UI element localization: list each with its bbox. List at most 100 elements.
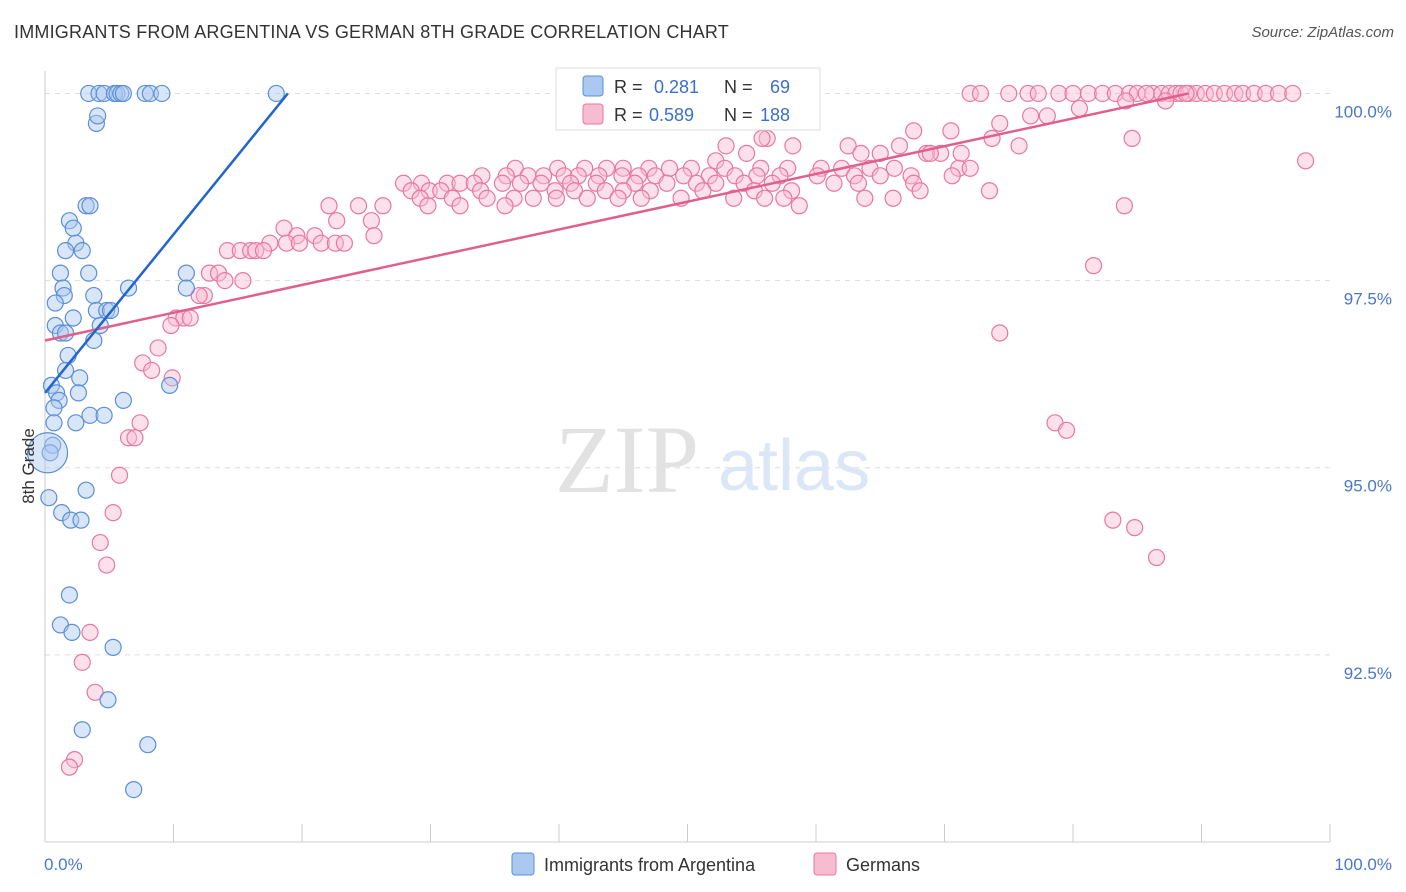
germans-point-25 [1257, 84, 1275, 103]
argentina-point-43 [69, 384, 88, 402]
germans-point-96 [451, 174, 469, 192]
y-tick-label-1: 97.5% [1344, 290, 1392, 309]
germans-point-83 [675, 167, 693, 185]
germans-point-26 [1269, 84, 1288, 103]
x-tick-label-1: 100.0% [1334, 855, 1392, 874]
germans-point-193 [60, 758, 79, 776]
germans-point-183 [119, 429, 138, 447]
correlation-legend: R = 0.281 N = 69 R = 0.589 N = 188 [555, 67, 821, 131]
germans-point-164 [254, 242, 273, 260]
germans-point-198 [1147, 548, 1166, 567]
y-axis-label: 8th Grade [19, 428, 38, 504]
legend-n-label-1: N = [724, 77, 753, 97]
argentina-point-53 [41, 444, 59, 462]
argentina-point-51 [67, 414, 85, 432]
germans-point-7 [1079, 84, 1098, 103]
germans-point-62 [660, 159, 679, 177]
germans-point-146 [496, 197, 514, 215]
germans-point-174 [181, 309, 199, 327]
germans-point-128 [478, 189, 496, 207]
argentina-point-46 [114, 391, 132, 409]
argentina-point-38 [59, 346, 77, 365]
argentina-point-27 [46, 294, 64, 312]
germans-point-31 [1156, 92, 1175, 110]
germans-point-184 [126, 429, 144, 447]
argentina-point-13 [77, 197, 95, 215]
germans-point-187 [91, 533, 109, 552]
germans-point-80 [613, 167, 631, 185]
argentina-point-19 [73, 242, 91, 260]
germans-point-138 [775, 189, 793, 207]
argentina-point-6 [114, 84, 132, 103]
argentina-point-66 [125, 781, 143, 799]
watermark-atlas: atlas [718, 426, 870, 506]
germans-point-109 [825, 174, 843, 192]
legend-swatch-argentina [582, 75, 604, 97]
legend-r-label-1: R = [614, 77, 643, 97]
germans-point-176 [149, 339, 167, 357]
germans-point-37 [942, 122, 960, 140]
legend-n-label-2: N = [724, 105, 753, 125]
y-tick-label-2: 95.0% [1344, 477, 1392, 496]
y-tick-label-3: 92.5% [1344, 664, 1392, 683]
axes [44, 71, 1331, 843]
germans-point-19 [1196, 84, 1214, 103]
germans-point-125 [911, 182, 929, 200]
argentina-point-63 [99, 691, 117, 709]
germans-points [60, 84, 1315, 776]
argentina-point-36 [56, 324, 75, 342]
bottom-legend-swatch-argentina [511, 852, 535, 876]
germans-point-158 [326, 234, 345, 252]
germans-trend-line [44, 92, 1189, 342]
tick-labels: 100.0% 97.5% 95.0% 92.5% 0.0% 100.0% [44, 102, 1392, 874]
chart-title: IMMIGRANTS FROM ARGENTINA VS GERMAN 8TH … [14, 22, 730, 42]
germans-point-170 [195, 286, 213, 305]
argentina-point-62 [104, 638, 122, 656]
germans-point-165 [365, 227, 383, 245]
germans-point-136 [725, 189, 743, 207]
germans-point-99 [511, 174, 530, 192]
legend-r-value-1: 0.281 [654, 77, 699, 97]
argentina-point-18 [56, 242, 75, 260]
source-label: Source: ZipAtlas.com [1251, 24, 1394, 41]
germans-point-181 [991, 324, 1009, 342]
argentina-point-9 [153, 84, 171, 103]
germans-point-150 [362, 212, 380, 230]
argentina-point-large [26, 432, 69, 474]
argentina-point-16 [64, 219, 82, 237]
germans-point-124 [980, 182, 999, 200]
germans-point-185 [110, 466, 129, 484]
germans-point-159 [335, 234, 354, 252]
germans-point-55 [1296, 152, 1315, 170]
germans-point-160 [218, 242, 237, 260]
germans-point-36 [905, 122, 923, 140]
argentina-point-7 [136, 84, 154, 103]
germans-point-72 [961, 159, 979, 177]
germans-point-32 [1070, 99, 1089, 118]
argentina-point-40 [71, 369, 89, 387]
series-legend: Immigrants from Argentina Germans [511, 852, 920, 876]
germans-point-180 [1084, 257, 1103, 275]
argentina-point-10 [267, 84, 285, 103]
germans-point-100 [532, 174, 550, 192]
argentina-point-49 [95, 406, 113, 424]
germans-point-2 [1000, 84, 1018, 103]
germans-point-90 [871, 167, 889, 185]
bottom-legend-germans: Germans [846, 855, 920, 875]
argentina-point-28 [85, 286, 103, 305]
germans-point-130 [524, 189, 542, 207]
germans-point-132 [578, 189, 596, 207]
germans-point-118 [596, 182, 614, 200]
legend-r-label-2: R = [614, 105, 643, 125]
bottom-legend-swatch-germans [813, 852, 837, 876]
germans-point-8 [1093, 84, 1112, 103]
germans-point-42 [717, 137, 735, 155]
germans-point-147 [790, 197, 808, 215]
germans-point-98 [493, 174, 512, 192]
germans-point-166 [200, 264, 219, 282]
germans-point-188 [98, 556, 116, 574]
germans-point-162 [242, 242, 260, 260]
trend-lines [44, 92, 1189, 394]
argentina-point-4 [108, 84, 126, 103]
germans-point-137 [755, 189, 774, 207]
